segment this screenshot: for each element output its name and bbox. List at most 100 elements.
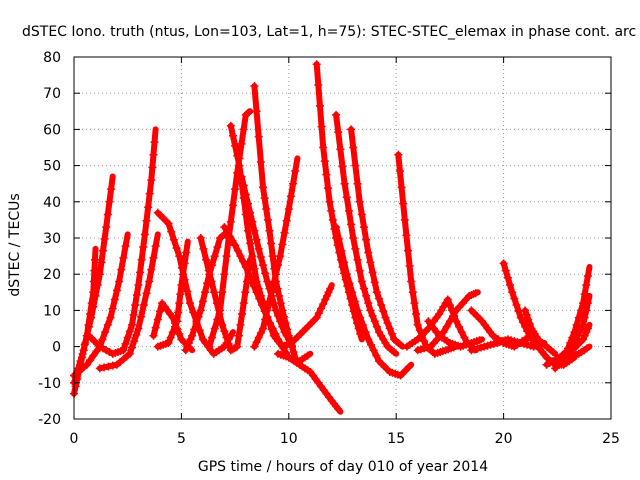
data-point [324, 184, 333, 193]
x-tick-label: 10 [280, 431, 298, 447]
data-point [248, 217, 257, 226]
data-point [383, 319, 392, 328]
data-point [142, 289, 151, 298]
data-point [390, 348, 399, 357]
data-point [235, 161, 244, 170]
data-point [100, 363, 109, 372]
data-point [91, 291, 100, 300]
data-point [174, 308, 183, 317]
data-point [397, 183, 406, 192]
data-point [167, 227, 176, 236]
axes: 0 5 10 15 20 25 -20 -10 0 10 20 30 40 50 60 70 80 [38, 50, 620, 447]
data-point [326, 284, 335, 293]
data-point [185, 299, 194, 308]
data-point [353, 306, 362, 315]
data-point [108, 361, 117, 370]
data-point [149, 150, 158, 159]
data-point [256, 253, 265, 262]
data-point [362, 235, 371, 244]
data-point [216, 306, 225, 315]
data-point [127, 343, 136, 352]
data-point [334, 234, 343, 243]
data-point [281, 319, 290, 328]
data-point [278, 240, 287, 249]
y-tick-label: 20 [43, 267, 61, 283]
data-point [347, 125, 356, 134]
data-point [404, 363, 413, 372]
data-point [375, 294, 384, 303]
data-point [168, 313, 177, 322]
data-point [204, 266, 213, 275]
data-point [582, 328, 591, 337]
data-point [80, 340, 89, 349]
data-point [455, 322, 464, 331]
data-point [241, 262, 250, 271]
data-point [358, 320, 367, 329]
data-point [155, 307, 164, 316]
data-point [501, 266, 510, 275]
y-tick-label: 10 [43, 303, 61, 319]
data-point [137, 312, 146, 321]
data-point [351, 161, 360, 170]
data-point [228, 201, 237, 210]
data-point [218, 320, 227, 329]
data-point [149, 331, 158, 340]
data-point [549, 348, 558, 357]
data-point [90, 266, 99, 275]
data-point [353, 255, 362, 264]
data-point [279, 312, 288, 321]
data-point [312, 313, 321, 322]
data-point [356, 313, 365, 322]
data-point [254, 333, 263, 342]
data-point [256, 329, 265, 338]
data-point [233, 342, 242, 351]
data-point [130, 337, 139, 346]
data-point [582, 281, 591, 290]
data-point [222, 333, 231, 342]
data-point [356, 329, 365, 338]
data-point [361, 328, 370, 337]
data-point [271, 270, 280, 279]
data-point [196, 234, 205, 242]
data-point [325, 197, 334, 206]
data-point [394, 150, 403, 159]
data-point [231, 141, 240, 150]
data-point [583, 299, 592, 308]
data-point [222, 252, 231, 261]
data-point [210, 288, 219, 297]
data-point [377, 300, 386, 309]
data-point [85, 322, 94, 331]
data-point [284, 205, 293, 214]
data-point [353, 179, 362, 188]
data-point [237, 139, 246, 148]
data-point [271, 329, 280, 338]
data-point [241, 190, 250, 199]
data-point [471, 289, 480, 298]
data-point [239, 181, 248, 190]
data-point [355, 197, 364, 206]
data-point [460, 333, 469, 342]
data-point [315, 101, 324, 110]
data-point [93, 281, 102, 290]
data-point [263, 277, 272, 286]
data-point [244, 269, 253, 278]
data-point [226, 217, 235, 226]
data-point [175, 299, 184, 308]
data-point [134, 324, 143, 333]
data-point [194, 312, 203, 321]
data-point [420, 337, 429, 346]
data-point [246, 239, 255, 248]
y-tick-label: -20 [38, 412, 61, 428]
data-point [254, 244, 263, 253]
data-point [210, 324, 219, 333]
data-point [282, 216, 291, 225]
data-point [224, 339, 233, 348]
data-point [220, 327, 229, 336]
data-point [369, 346, 378, 355]
data-point [442, 322, 451, 331]
data-point [166, 333, 175, 342]
y-tick-label: 70 [43, 86, 61, 102]
data-point [250, 226, 259, 235]
data-point [503, 273, 512, 282]
data-point [259, 324, 268, 333]
